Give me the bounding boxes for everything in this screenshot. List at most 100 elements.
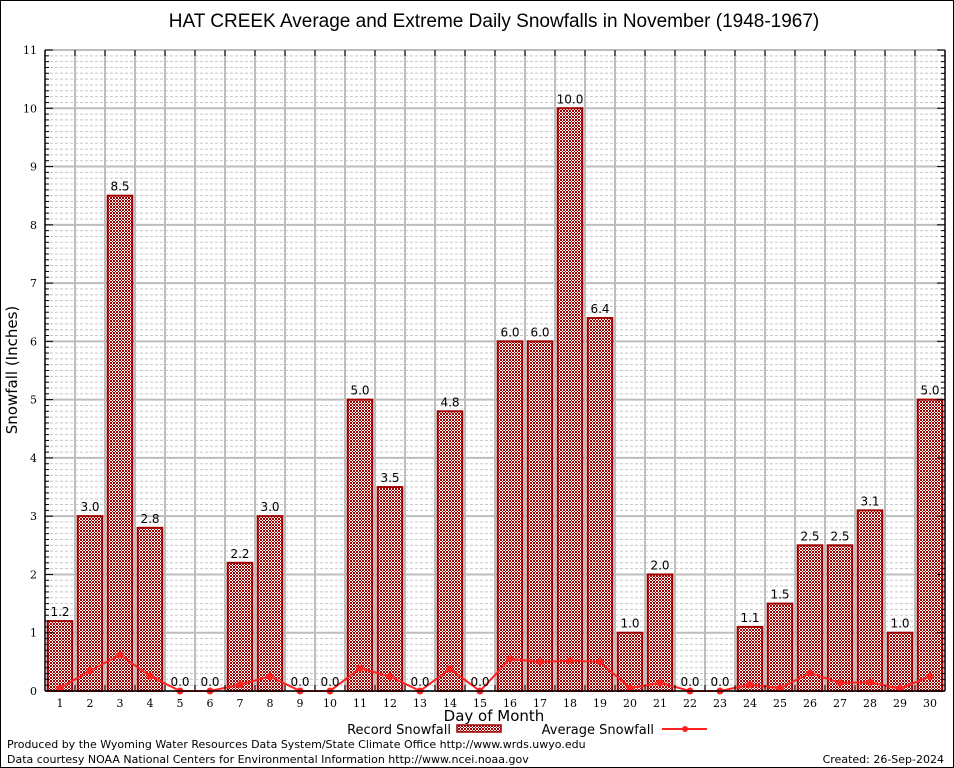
y-tick-labels: 0 1 2 3 4 5 6 7 8 9 10 11	[23, 44, 37, 698]
bar-day-14	[436, 410, 464, 692]
bar-label-day-9: 0.0	[290, 675, 309, 689]
bar-label-day-30: 5.0	[920, 384, 939, 398]
x-tick-label-12: 12	[383, 697, 397, 710]
bar-day-11	[346, 398, 374, 692]
y-tick-label-9: 9	[30, 161, 37, 174]
bar-day-1	[46, 620, 74, 693]
y-tick-label-10: 10	[23, 102, 37, 115]
bar-label-day-16: 6.0	[500, 325, 519, 339]
x-tick-label-24: 24	[743, 697, 757, 710]
y-tick-label-6: 6	[30, 335, 37, 348]
x-tick-label-9: 9	[297, 697, 304, 710]
bar-label-day-17: 6.0	[530, 325, 549, 339]
y-tick-label-11: 11	[23, 44, 37, 57]
average-point-day-17	[536, 658, 544, 666]
x-tick-label-16: 16	[503, 697, 517, 710]
bar-day-20	[616, 631, 644, 693]
bar-day-28	[856, 509, 884, 693]
legend: Record Snowfall Average Snowfall	[347, 723, 707, 738]
bar-day-21	[646, 573, 674, 692]
x-tick-label-2: 2	[87, 697, 94, 710]
bar-label-day-24: 1.1	[740, 611, 759, 625]
footer-data-courtesy: Data courtesy NOAA National Centers for …	[7, 753, 529, 766]
average-point-day-24	[746, 681, 754, 689]
x-tick-label-18: 18	[563, 697, 577, 710]
bar-day-4	[136, 526, 164, 692]
bar-label-day-25: 1.5	[770, 588, 789, 602]
bar-label-day-29: 1.0	[890, 617, 909, 631]
bar-day-18	[556, 107, 584, 693]
x-tick-label-22: 22	[683, 697, 697, 710]
x-tick-label-20: 20	[623, 697, 637, 710]
bar-label-day-12: 3.5	[380, 471, 399, 485]
bar-day-3	[106, 194, 134, 692]
y-tick-label-5: 5	[30, 394, 37, 407]
legend-label-average: Average Snowfall	[542, 723, 654, 738]
average-point-day-11	[356, 664, 364, 672]
x-tick-label-19: 19	[593, 697, 607, 710]
bar-label-day-26: 2.5	[800, 529, 819, 543]
average-point-day-26	[806, 669, 814, 677]
bar-label-day-18: 10.0	[557, 92, 584, 106]
bar-day-29	[886, 631, 914, 693]
bar-label-day-11: 5.0	[350, 384, 369, 398]
average-point-day-25	[776, 684, 784, 692]
x-tick-label-3: 3	[117, 697, 124, 710]
bar-day-25	[766, 602, 794, 692]
x-tick-label-23: 23	[713, 697, 727, 710]
average-point-day-4	[146, 672, 154, 680]
x-tick-label-1: 1	[57, 697, 64, 710]
average-point-day-18	[566, 657, 574, 665]
y-tick-label-2: 2	[30, 568, 37, 581]
y-tick-label-8: 8	[30, 219, 37, 232]
footer-created-date: Created: 26-Sep-2024	[822, 753, 944, 766]
average-point-day-8	[266, 672, 274, 680]
bar-label-day-21: 2.0	[650, 558, 669, 572]
average-point-day-20	[626, 684, 634, 692]
x-tick-label-30: 30	[923, 697, 937, 710]
x-tick-label-13: 13	[413, 697, 427, 710]
x-tick-label-17: 17	[533, 697, 547, 710]
x-tick-label-7: 7	[237, 697, 244, 710]
x-tick-label-11: 11	[353, 697, 367, 710]
axes-group	[44, 49, 946, 692]
bar-day-2	[76, 515, 104, 692]
bar-label-day-4: 2.8	[140, 512, 159, 526]
bar-day-16	[496, 340, 524, 692]
y-tick-label-3: 3	[30, 510, 37, 523]
bar-label-day-27: 2.5	[830, 529, 849, 543]
bar-label-day-6: 0.0	[200, 675, 219, 689]
bar-label-day-20: 1.0	[620, 617, 639, 631]
average-point-day-7	[236, 681, 244, 689]
bar-label-day-15: 0.0	[470, 675, 489, 689]
bar-day-17	[526, 340, 554, 692]
average-point-day-3	[116, 651, 124, 659]
bar-label-day-3: 8.5	[110, 180, 129, 194]
y-tick-label-4: 4	[30, 452, 37, 465]
x-tick-label-25: 25	[773, 697, 787, 710]
x-tick-label-14: 14	[443, 697, 457, 710]
bar-day-26	[796, 544, 824, 692]
bar-day-8	[256, 515, 284, 692]
bar-label-day-23: 0.0	[710, 675, 729, 689]
bar-label-day-22: 0.0	[680, 675, 699, 689]
bar-label-day-10: 0.0	[320, 675, 339, 689]
average-point-day-27	[836, 679, 844, 687]
y-tick-label-7: 7	[30, 277, 37, 290]
x-tick-labels: 1 2 3 4 5 6 7 8 9 10 11 12 13 14 15 16 17 18 19 20 21 22 23 24 2…	[57, 697, 938, 710]
bar-label-day-1: 1.2	[50, 605, 69, 619]
average-point-day-21	[656, 679, 664, 687]
average-point-day-30	[926, 672, 934, 680]
bar-day-24	[736, 625, 764, 693]
average-point-day-14	[446, 665, 454, 673]
x-tick-label-5: 5	[177, 697, 184, 710]
bar-day-19	[586, 317, 614, 692]
bar-label-day-8: 3.0	[260, 500, 279, 514]
x-tick-label-29: 29	[893, 697, 907, 710]
x-tick-label-6: 6	[207, 697, 214, 710]
x-tick-label-21: 21	[653, 697, 667, 710]
legend-swatch-record	[456, 724, 502, 733]
y-axis-label: Snowfall (Inches)	[3, 306, 21, 434]
average-point-day-28	[866, 678, 874, 686]
